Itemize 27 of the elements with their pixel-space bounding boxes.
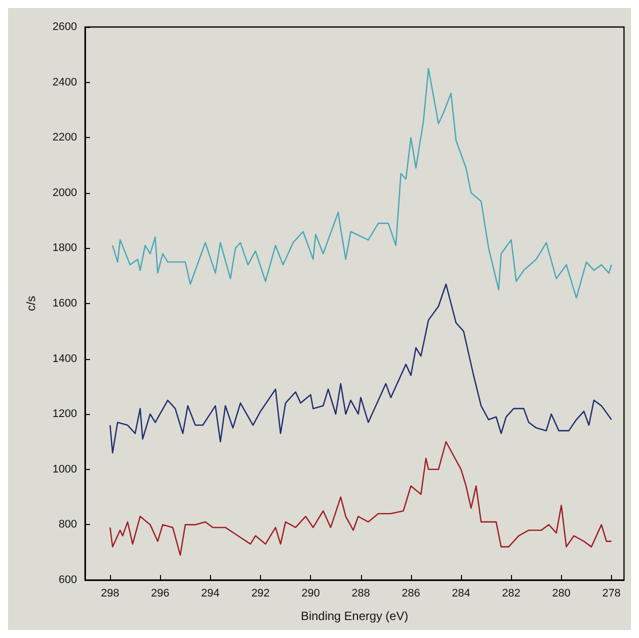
x-tick-label: 284 bbox=[452, 588, 470, 600]
x-tick-label: 280 bbox=[552, 588, 571, 600]
y-tick-label: 1400 bbox=[52, 352, 77, 365]
line-series bbox=[112, 68, 612, 299]
y-tick-label: 2600 bbox=[52, 21, 77, 33]
x-tick-label: 298 bbox=[100, 588, 120, 600]
x-tick-label: 288 bbox=[352, 588, 370, 600]
x-tick-label: 290 bbox=[301, 588, 320, 600]
x-tick-label: 278 bbox=[602, 588, 621, 600]
x-tick-label: 292 bbox=[251, 588, 270, 600]
x-tick-label: 294 bbox=[201, 588, 220, 600]
y-tick-label: 1600 bbox=[52, 298, 77, 310]
y-tick-label: 1000 bbox=[52, 463, 77, 476]
x-tick-label: 286 bbox=[402, 588, 420, 600]
y-tick-label: 2400 bbox=[52, 76, 77, 88]
y-tick-label: 1200 bbox=[52, 408, 77, 420]
y-tick-label: 800 bbox=[58, 518, 77, 531]
y-axis-title: c/s bbox=[24, 296, 38, 312]
x-tick-label: 296 bbox=[151, 588, 170, 600]
y-tick-label: 2000 bbox=[52, 186, 77, 199]
x-tick-label: 282 bbox=[502, 588, 520, 600]
line-series bbox=[109, 283, 612, 454]
y-tick-label: 600 bbox=[58, 574, 77, 586]
y-tick-label: 2200 bbox=[52, 132, 77, 144]
y-tick-label: 1800 bbox=[52, 242, 77, 254]
x-axis-title: Binding Energy (eV) bbox=[300, 609, 408, 623]
line-series bbox=[109, 441, 612, 556]
